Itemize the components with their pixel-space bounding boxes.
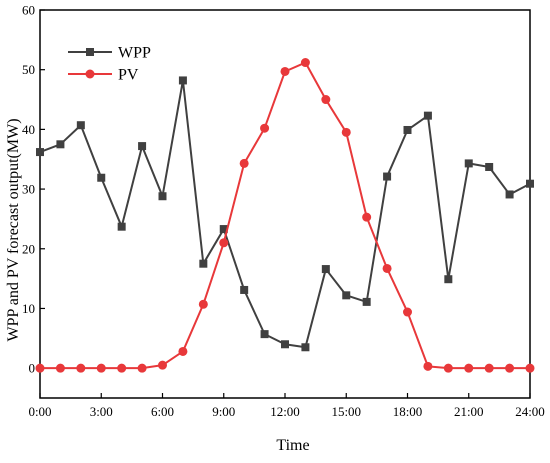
wpp-point: [342, 291, 351, 300]
pv-point: [158, 360, 167, 370]
pv-point: [382, 263, 392, 273]
pv-point: [96, 363, 106, 373]
pv-point: [423, 361, 433, 371]
wpp-point: [321, 265, 330, 274]
x-tick-label: 12:00: [270, 404, 300, 419]
pv-point: [300, 58, 310, 68]
pv-point: [321, 95, 331, 105]
wpp-point: [403, 125, 412, 134]
pv-point: [178, 346, 188, 356]
axes: 0:00 3:00 6:00 9:00 12:00 15:00 18:00 21:00 24:0…: [22, 3, 545, 420]
y-tick-label: 60: [22, 3, 35, 18]
pv-point: [55, 363, 65, 373]
legend-marker-wpp: [86, 48, 94, 56]
wpp-point: [97, 173, 106, 182]
legend-label-wpp: WPP: [118, 45, 151, 62]
x-tick-label: 9:00: [212, 404, 235, 419]
wpp-point: [240, 285, 249, 294]
y-tick-label: 40: [22, 122, 35, 137]
wpp-point: [178, 76, 187, 85]
pv-point: [117, 363, 127, 373]
pv-point: [464, 363, 474, 373]
wpp-point: [158, 192, 167, 201]
wpp-point: [383, 172, 392, 181]
pv-point: [341, 127, 351, 137]
pv-point: [280, 66, 290, 76]
wpp-point: [36, 148, 44, 157]
wpp-point: [526, 179, 534, 188]
x-tick-label: 18:00: [393, 404, 423, 419]
wpp-line: [39, 79, 531, 349]
wpp-point: [423, 111, 432, 120]
x-tick-label: 0:00: [28, 404, 51, 419]
pv-point: [484, 363, 494, 373]
x-tick-label: 6:00: [151, 404, 174, 419]
pv-point: [76, 363, 86, 373]
wpp-series: [36, 76, 534, 352]
pv-point: [403, 307, 412, 317]
legend-item-pv: PV: [68, 67, 139, 84]
wpp-point: [199, 259, 208, 268]
pv-point: [443, 363, 453, 373]
x-tick-label: 24:00: [515, 404, 545, 419]
x-tick-label: 3:00: [90, 404, 113, 419]
x-tick-label: 21:00: [454, 404, 484, 419]
pv-point: [525, 363, 535, 373]
pv-point: [260, 123, 270, 133]
legend-marker-pv: [85, 69, 95, 79]
pv-line: [40, 61, 530, 370]
pv-point: [137, 363, 147, 373]
pv-point: [198, 299, 208, 309]
y-tick-label: 30: [22, 182, 35, 197]
wpp-point: [138, 142, 147, 151]
y-axis-title: WPP and PV forecast output(MW): [5, 118, 22, 341]
x-tick-label: 15:00: [331, 404, 361, 419]
wpp-point: [219, 225, 228, 234]
legend-item-wpp: WPP: [68, 45, 151, 62]
pv-point: [505, 363, 515, 373]
wpp-point: [485, 162, 494, 171]
wpp-point: [117, 222, 126, 231]
wpp-point: [444, 275, 453, 284]
y-tick-label: 10: [22, 301, 35, 316]
y-tick-label: 0: [29, 361, 36, 376]
y-tick-label: 50: [22, 62, 35, 77]
wpp-point: [76, 121, 85, 130]
pv-series: [35, 58, 535, 373]
legend: WPP PV: [68, 45, 151, 84]
wpp-point: [301, 343, 310, 352]
wpp-point: [362, 297, 371, 306]
x-axis-title: Time: [276, 437, 309, 454]
pv-point: [35, 363, 45, 373]
wpp-point: [464, 159, 473, 168]
y-tick-label: 20: [22, 241, 35, 256]
pv-point: [362, 212, 372, 222]
wpp-point: [56, 140, 65, 149]
wpp-point: [260, 330, 269, 339]
pv-point: [239, 158, 249, 168]
wpp-point: [505, 190, 514, 199]
wpp-point: [281, 340, 289, 349]
series-layer: [35, 58, 535, 373]
pv-point: [219, 238, 229, 248]
legend-label-pv: PV: [118, 67, 139, 84]
